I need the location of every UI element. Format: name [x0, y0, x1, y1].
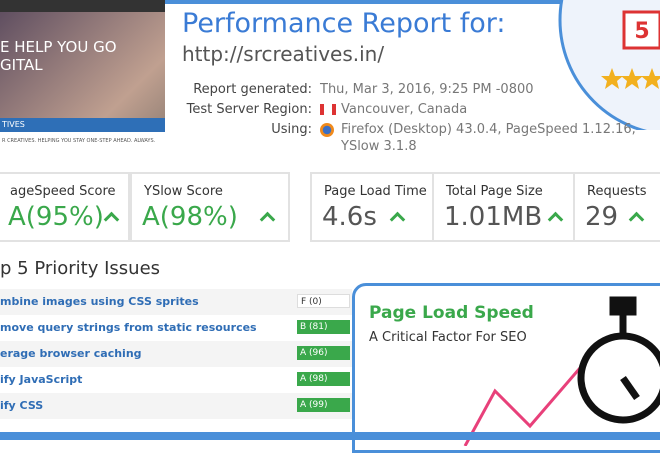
metric-label: Page Load Time [324, 184, 427, 199]
issues-title: p 5 Priority Issues [0, 258, 161, 279]
browser-icon [320, 123, 334, 137]
issue-grade: A (96) [297, 346, 350, 360]
issue-row[interactable]: ify CSS A (99) [0, 393, 352, 419]
trend-line [463, 367, 582, 446]
thumb-text: R CREATIVES. HELPING YOU STAY ONE-STEP A… [2, 138, 156, 144]
metric-value: 1.01MB [444, 202, 543, 232]
issue-name[interactable]: mbine images using CSS sprites [0, 295, 199, 308]
top-band [0, 0, 660, 4]
issue-row[interactable]: mbine images using CSS sprites F (0) [0, 289, 352, 315]
issue-grade: A (99) [297, 398, 350, 412]
metric-label: Requests [587, 184, 647, 199]
info-value: Firefox (Desktop) 43.0.4, PageSpeed 1.12… [341, 122, 636, 137]
up-caret [103, 211, 120, 228]
metric-box: Page Load Time 4.6s [310, 172, 434, 242]
bottom-band [0, 432, 660, 440]
badge-box [622, 10, 660, 50]
score-box: ageSpeed Score A(95%) [0, 172, 130, 242]
score-value: A(95%) [8, 202, 104, 232]
thumb-bar [0, 118, 165, 132]
score-label: ageSpeed Score [10, 184, 116, 199]
site-thumbnail: E HELP YOU GO GITAL TIVES R CREATIVES. H… [0, 0, 165, 152]
up-caret [547, 211, 564, 228]
report-url: http://srcreatives.in/ [182, 42, 385, 66]
up-caret [628, 211, 645, 228]
metric-label: Total Page Size [446, 184, 543, 199]
info-value: Thu, Mar 3, 2016, 9:25 PM -0800 [320, 82, 534, 97]
report-title: Performance Report for: [182, 8, 506, 39]
flag-icon [320, 104, 336, 115]
issue-grade: F (0) [297, 294, 350, 308]
info-label: Report generated: [193, 82, 312, 97]
metric-value: 4.6s [322, 202, 377, 232]
score-value: A(98%) [142, 202, 238, 232]
issue-name[interactable]: erage browser caching [0, 347, 142, 360]
info-label: Using: [271, 122, 312, 137]
stars [601, 68, 660, 89]
issue-name[interactable]: ify JavaScript [0, 373, 83, 386]
issue-grade: A (98) [297, 372, 350, 386]
score-label: YSlow Score [144, 184, 223, 199]
metric-box: Requests 29 [573, 172, 660, 242]
issue-row[interactable]: erage browser caching A (96) [0, 341, 352, 367]
promo-title: Page Load Speed [369, 303, 534, 323]
info-value: Vancouver, Canada [341, 102, 468, 117]
up-caret [259, 211, 276, 228]
info-label: Test Server Region: [186, 102, 312, 117]
stopwatch-icon [577, 296, 660, 424]
thumb-text: GITAL [0, 56, 43, 74]
promo-card: Page Load Speed A Critical Factor For SE… [352, 283, 660, 453]
metric-box: Total Page Size 1.01MB [432, 172, 575, 242]
issue-row[interactable]: move query strings from static resources… [0, 315, 352, 341]
issue-grade: B (81) [297, 320, 350, 334]
metric-value: 29 [585, 202, 619, 232]
up-caret [389, 211, 406, 228]
score-box: YSlow Score A(98%) [130, 172, 290, 242]
promo-art [463, 296, 660, 446]
issue-row[interactable]: ify JavaScript A (98) [0, 367, 352, 393]
badge-number: 5 [634, 19, 649, 44]
thumb-text: E HELP YOU GO [0, 38, 117, 56]
issue-name[interactable]: ify CSS [0, 399, 44, 412]
thumb-nav [0, 0, 165, 12]
promo-subtitle: A Critical Factor For SEO [369, 330, 527, 345]
thumb-text: TIVES [2, 120, 25, 129]
thumb-foot [0, 132, 165, 152]
issue-name[interactable]: move query strings from static resources [0, 321, 257, 334]
info-value: YSlow 3.1.8 [341, 139, 417, 154]
badge-corner: 5 [558, 0, 660, 130]
